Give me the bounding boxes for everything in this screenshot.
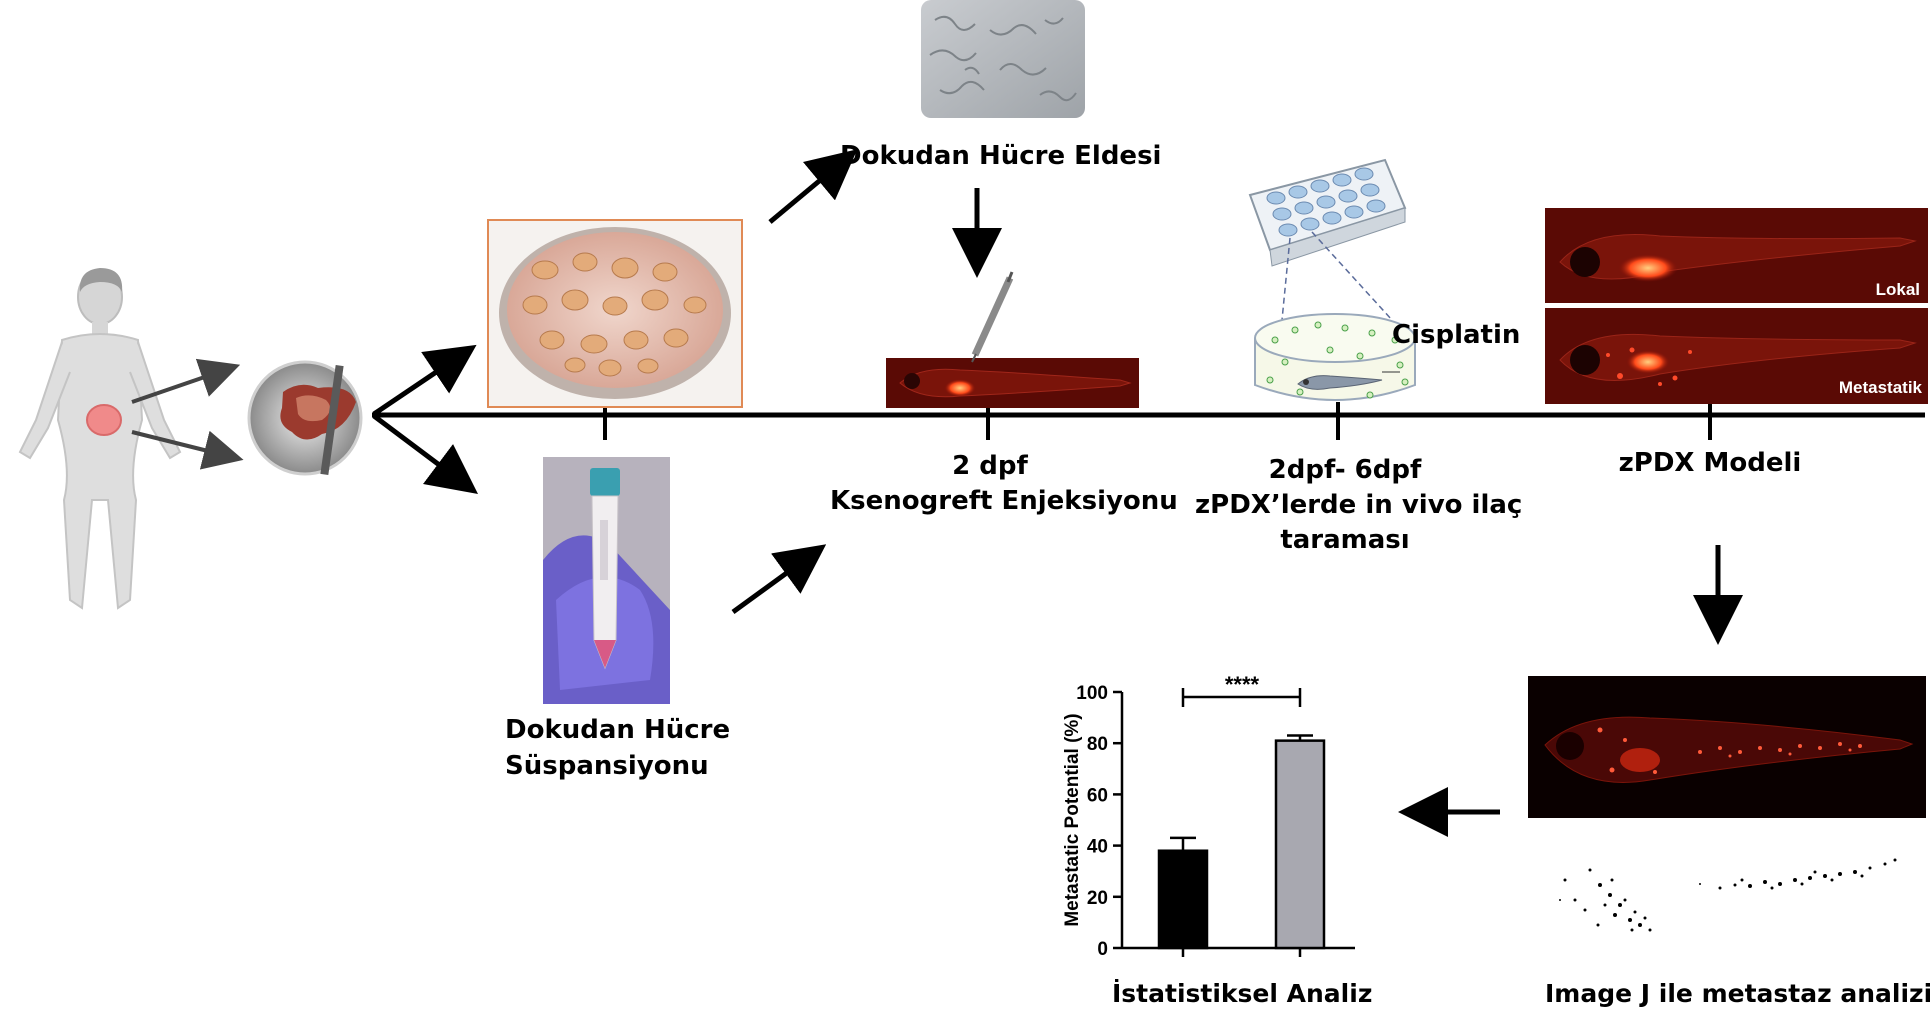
bar-2 bbox=[1274, 739, 1326, 950]
cell-suspension-label-line1: Dokudan Hücre bbox=[505, 715, 731, 745]
imagej-binary-mask-image bbox=[1559, 858, 1897, 932]
y-tick-label: 40 bbox=[1087, 837, 1108, 858]
falcon-tube-photo bbox=[543, 457, 670, 704]
single-well-icon bbox=[1254, 313, 1416, 401]
metastatic-tag: Metastatik bbox=[1838, 378, 1922, 397]
arrow-to-cell-isolation bbox=[768, 149, 858, 224]
cell-suspension-label-line2: Süspansiyonu bbox=[505, 751, 709, 781]
multiwell-plate-icon bbox=[1248, 158, 1407, 321]
metastatic-potential-chart: 0 20 40 60 80 100 **** Metastatic Potential (… bbox=[1062, 672, 1355, 960]
y-tick-label: 60 bbox=[1087, 785, 1108, 806]
y-tick-label: 20 bbox=[1087, 888, 1108, 909]
arrow-body-to-sample-1 bbox=[131, 358, 241, 404]
imagej-analysis-label: Image J ile metastaz analizi bbox=[1545, 979, 1930, 1008]
statistical-analysis-label: İstatistiksel Analiz bbox=[1112, 979, 1373, 1008]
y-tick-label: 100 bbox=[1076, 683, 1108, 704]
branch-line-up bbox=[372, 344, 477, 417]
screening-label-line2: taraması bbox=[1280, 525, 1410, 555]
injection-label: Ksenogreft Enjeksiyonu bbox=[830, 486, 1178, 516]
zpdx-model-label: zPDX Modeli bbox=[1618, 448, 1802, 478]
zpdx-local-image bbox=[1545, 208, 1928, 303]
arrow-suspension-to-injection bbox=[731, 544, 827, 615]
screening-days-label: 2dpf- 6dpf bbox=[1268, 455, 1422, 485]
y-tick-label: 0 bbox=[1097, 939, 1108, 960]
syringe-icon bbox=[971, 271, 1014, 363]
human-body-illustration bbox=[18, 268, 182, 610]
significance-bracket: **** bbox=[1181, 672, 1302, 707]
injection-day-label: 2 dpf bbox=[952, 451, 1028, 481]
tissue-sample-image bbox=[247, 360, 363, 476]
y-tick-label: 80 bbox=[1087, 734, 1108, 755]
y-axis-label: Metastatic Potential (%) bbox=[1062, 713, 1083, 926]
bar-1 bbox=[1157, 849, 1209, 950]
branch-line-down bbox=[372, 414, 478, 494]
screening-label-line1: zPDX’lerde in vivo ilaç bbox=[1195, 490, 1523, 520]
arrow-body-to-sample-2 bbox=[131, 430, 244, 470]
significance-label: **** bbox=[1225, 672, 1260, 697]
local-tag: Lokal bbox=[1875, 280, 1920, 299]
cell-culture-micrograph bbox=[921, 0, 1085, 118]
drug-label: Cisplatin bbox=[1392, 320, 1521, 350]
imagej-fluorescence-image bbox=[1528, 676, 1926, 818]
tumor-organ-icon bbox=[86, 404, 122, 436]
cell-isolation-label: Dokudan Hücre Eldesi bbox=[840, 141, 1162, 171]
petri-dish-photo bbox=[487, 219, 743, 408]
zpdx-metastatic-image bbox=[1545, 308, 1928, 404]
injection-larva-image bbox=[886, 358, 1139, 408]
